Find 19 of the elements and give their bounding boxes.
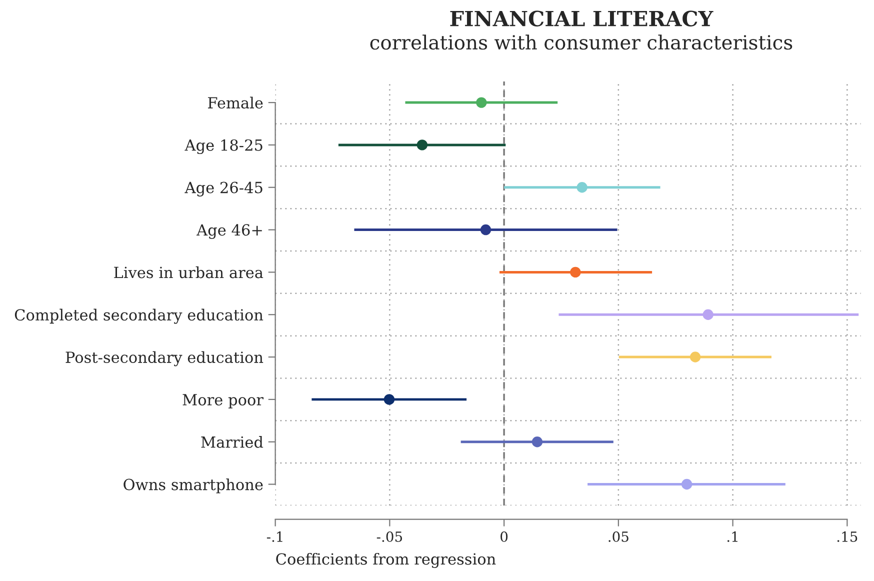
- y-tick-label: More poor: [182, 394, 264, 408]
- y-tick-label: Age 18-25: [184, 139, 262, 154]
- x-axis-title: Coefficients from regression: [276, 552, 496, 568]
- x-tick-label: -.1: [266, 531, 282, 542]
- x-tick-label: .15: [837, 531, 858, 542]
- x-tick-label: -.05: [376, 531, 402, 542]
- y-tick-label: Married: [201, 436, 264, 448]
- y-tick-label: Female: [208, 96, 263, 109]
- y-tick-label: Completed secondary education: [14, 308, 264, 324]
- y-tick-label: Age 46+: [196, 224, 262, 239]
- y-tick-label: Lives in urban area: [114, 266, 264, 278]
- x-tick-label: 0: [500, 531, 508, 542]
- y-tick-label: Post-secondary education: [66, 351, 264, 366]
- x-tick-label: .1: [727, 531, 738, 542]
- x-tick-label: .05: [608, 531, 628, 542]
- y-tick-label: Age 26-45: [184, 182, 262, 196]
- chart-title: FINANCIAL LITERACY: [450, 10, 714, 26]
- y-tick-label: Owns smartphone: [124, 478, 263, 494]
- chart-subtitle: correlations with consumer characteristics: [370, 34, 792, 50]
